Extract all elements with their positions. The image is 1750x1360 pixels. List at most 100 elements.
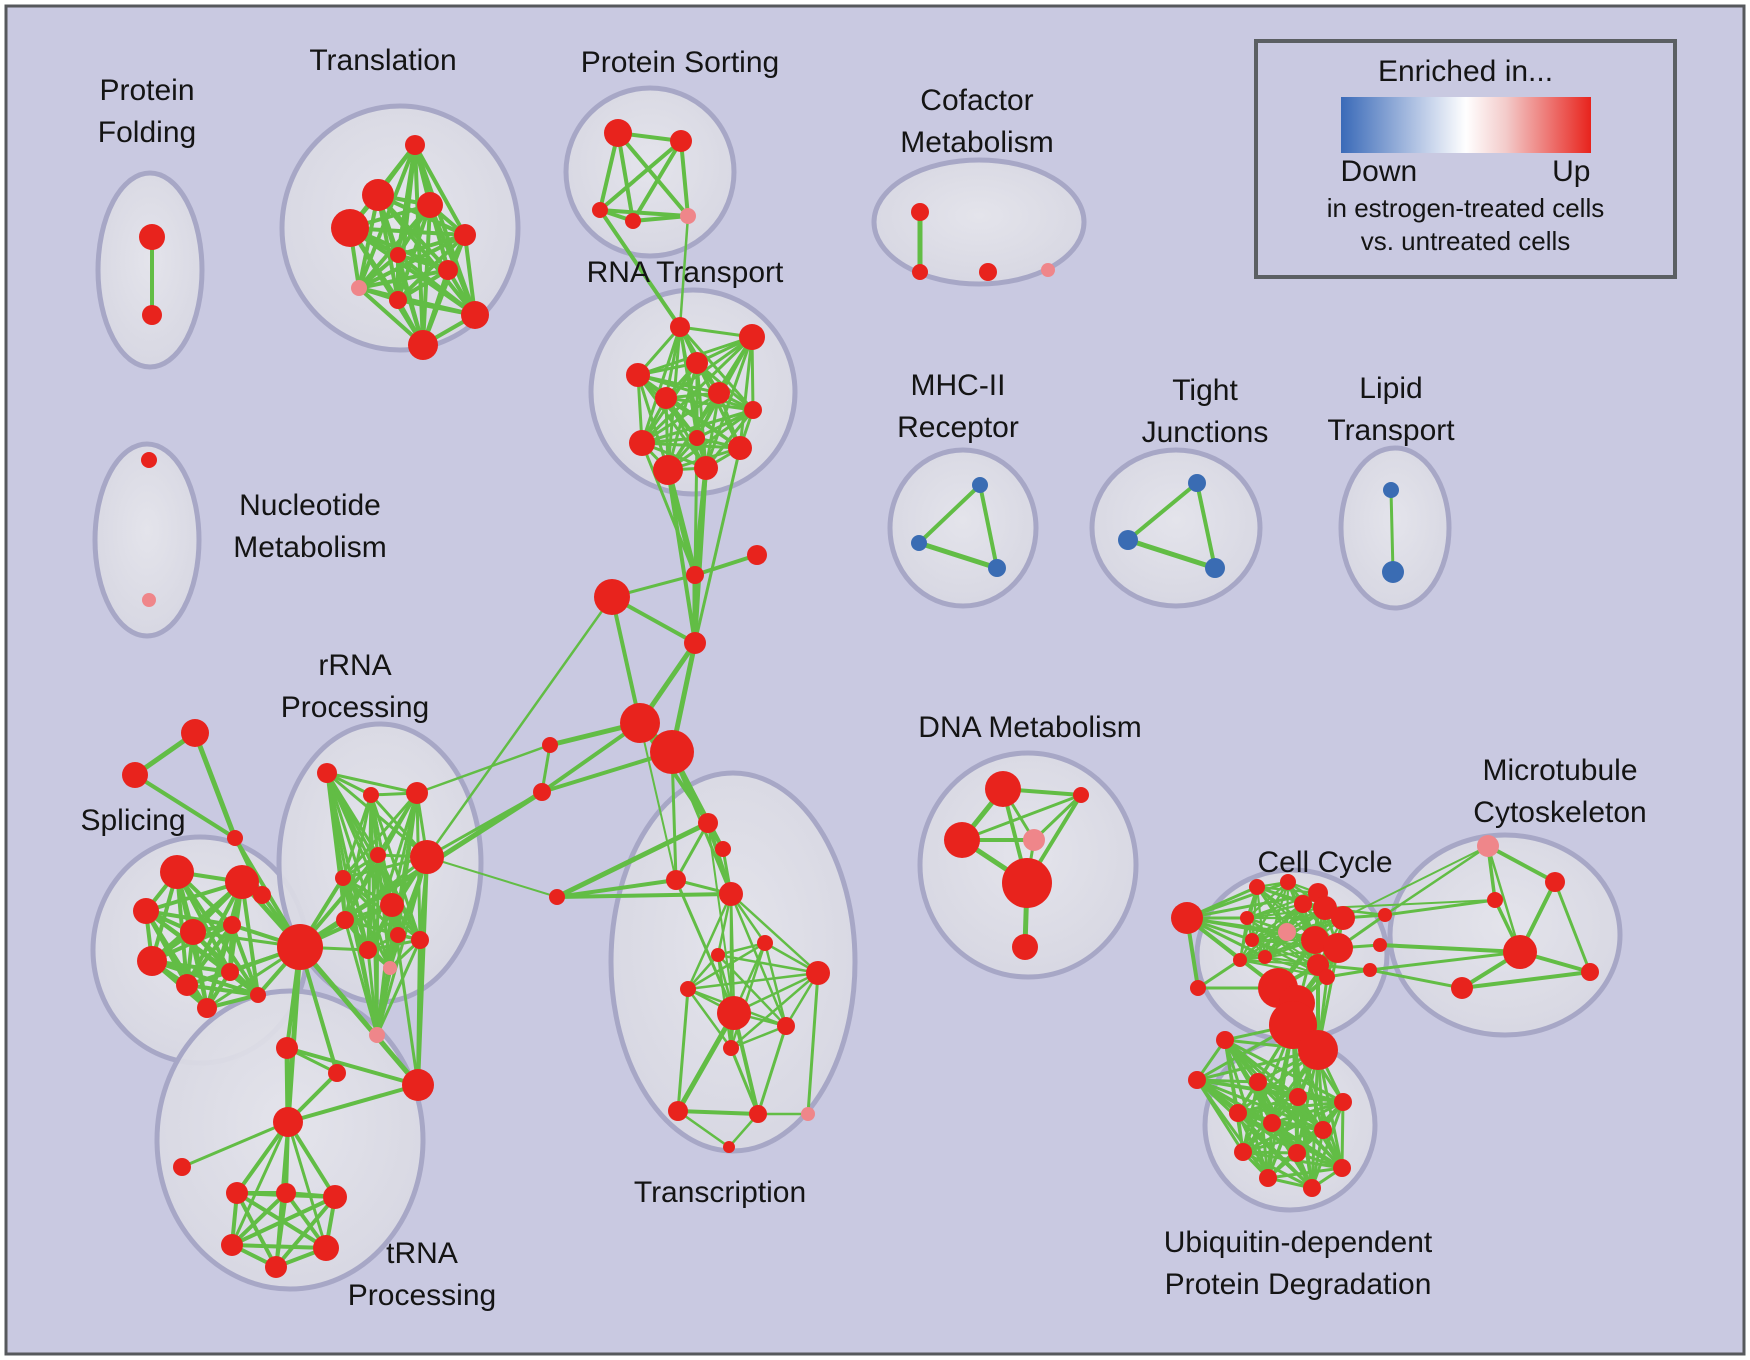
gene-set-node-77 [594,579,630,615]
gene-set-node-49 [133,898,159,924]
enrichment-edge [1245,906,1327,920]
enrichment-edge [205,923,234,1010]
enrichment-edge [240,880,260,997]
gene-set-node-7 [390,247,406,263]
cluster-label-trna-processing-line1: tRNA [386,1237,458,1270]
enrichment-edge [341,791,419,880]
enrichment-edge [343,918,379,1037]
gene-set-node-60 [363,787,379,803]
enrichment-edge [1486,844,1557,884]
enrichment-edge [598,208,682,329]
enrichment-edge [729,941,767,1050]
enrichment-edge [1368,968,1464,990]
gene-set-node-115 [1245,933,1259,947]
gene-set-node-86 [666,870,686,890]
cluster-label-rrna-processing-line2: Processing [281,691,429,724]
enrichment-edge [375,855,429,1037]
gene-set-node-145 [1259,1169,1277,1187]
cluster-ellipse-trna-processing [154,988,426,1292]
enrichment-edge [366,948,379,1037]
legend-box: Enriched in... Down Up in estrogen-treat… [1254,39,1677,279]
gene-set-node-17 [680,208,696,224]
gene-set-node-65 [380,893,404,917]
gene-set-node-72 [328,1064,346,1082]
gene-set-node-101 [944,822,980,858]
gene-set-node-119 [1323,933,1353,963]
cluster-label-splicing: Splicing [80,804,185,837]
enrichment-edge [598,208,690,218]
enrichment-edge [1223,1038,1325,1132]
enrichment-edge [664,396,755,412]
cluster-label-cell-cycle: Cell Cycle [1257,846,1392,879]
enrichment-edge [916,540,1000,571]
enrichment-edge [185,983,260,997]
legend-down-label: Down [1340,155,1418,188]
enrichment-edge [375,938,422,1037]
enrichment-edge [686,971,820,991]
gene-set-node-124 [1378,908,1392,922]
enrichment-edge [144,909,234,927]
gene-set-node-4 [417,192,443,218]
gene-set-node-94 [723,1040,739,1056]
cluster-label-ubiquitin-degradation-line2: Protein Degradation [1165,1268,1432,1301]
gene-set-node-14 [670,130,692,152]
gene-set-node-130 [1503,935,1537,969]
enrichment-edge [640,441,697,577]
gene-set-node-92 [717,996,751,1030]
enrichment-edge [396,253,477,317]
cluster-label-nucleotide-metabolism-line2: Metabolism [233,531,386,564]
gene-set-node-59 [317,763,337,783]
legend-subtitle-line1: in estrogen-treated cells [1326,193,1605,223]
enrichment-edge [1238,916,1249,962]
enrichment-edge [631,139,683,223]
enrichment-edge [666,468,697,645]
gene-set-node-67 [390,927,406,943]
cluster-label-rrna-processing-line1: rRNA [318,649,391,682]
gene-set-node-90 [806,961,830,985]
gene-set-node-42 [141,452,157,468]
enrichment-edge [1270,1100,1345,1125]
gene-set-node-6 [454,224,476,246]
cluster-label-nucleotide-metabolism-line1: Nucleotide [239,489,381,522]
enrichment-edge [676,1109,760,1116]
enrichment-edge [960,793,1083,842]
gene-set-node-15 [592,202,608,218]
gene-set-node-54 [221,963,239,981]
enrichment-edge [286,1120,328,1250]
enrichment-edge [341,876,392,970]
enrichment-edge [1223,1038,1314,1190]
gene-set-node-3 [362,179,394,211]
gene-set-node-155 [265,1256,287,1278]
enrichment-edge [274,1191,288,1269]
gene-set-node-106 [1190,980,1206,996]
enrichment-edge [664,396,708,470]
cluster-label-lipid-transport-line1: Lipid [1359,372,1422,405]
gene-set-node-141 [1314,1121,1332,1139]
gene-set-node-52 [137,946,167,976]
cluster-label-trna-processing-line2: Processing [348,1279,496,1312]
enrichment-edge [1223,1038,1344,1170]
gene-set-node-134 [1298,1030,1338,1070]
cluster-ellipse-microtubule-cytoskeleton [1387,832,1623,1038]
gene-set-node-24 [744,401,762,419]
cluster-label-mhc-ii-receptor-line1: MHC-II [911,369,1006,402]
gene-set-node-43 [142,593,156,607]
gene-set-node-137 [1289,1088,1307,1106]
gene-set-node-79 [747,545,767,565]
gene-set-node-40 [1383,482,1399,498]
enrichment-edge [1324,899,1496,909]
enrichment-edge [426,856,558,898]
enrichment-edge [425,595,614,859]
cluster-label-mhc-ii-receptor-line2: Receptor [897,411,1019,444]
gene-set-node-56 [250,987,266,1003]
gene-set-node-113 [1278,923,1296,941]
gene-set-node-93 [777,1017,795,1035]
enrichment-edge [1250,902,1305,942]
enrichment-edge [1126,481,1199,542]
gene-set-node-48 [225,865,259,899]
enrichment-edge [686,987,733,1050]
enrichment-edge [693,436,699,577]
gene-set-node-87 [719,882,743,906]
gene-set-node-88 [757,935,773,951]
gene-set-node-23 [708,382,730,404]
